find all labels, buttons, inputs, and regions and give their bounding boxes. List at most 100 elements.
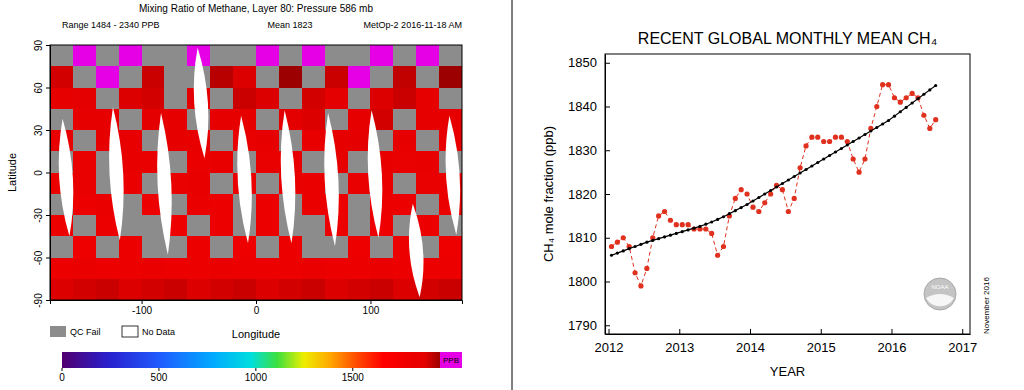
background [0, 0, 1024, 390]
cell [416, 45, 439, 67]
series-marker [710, 220, 713, 223]
series-marker [798, 171, 801, 174]
series-marker [662, 209, 667, 214]
tick-mark [256, 300, 257, 304]
tick-mark [821, 329, 822, 334]
cell [187, 194, 210, 216]
series-marker [609, 244, 614, 249]
colorbar-label: PPB [443, 356, 459, 365]
qc-fail-cell [256, 66, 279, 88]
tick: 2016 [878, 329, 907, 355]
tick-label: 1850 [568, 55, 597, 70]
series-marker [680, 222, 685, 227]
tick-mark [46, 258, 50, 259]
series-marker [928, 88, 931, 91]
tick-label: -60 [33, 250, 44, 265]
cell [210, 109, 233, 131]
qc-fail-cell [393, 173, 416, 195]
series-marker [645, 241, 648, 244]
series-marker [716, 218, 719, 221]
series-marker [686, 222, 691, 227]
series-marker [610, 254, 613, 257]
cell [439, 279, 462, 300]
tick-mark [46, 130, 50, 131]
y-axis: 1790180018101820183018401850 [568, 55, 610, 335]
tick: 2014 [736, 329, 765, 355]
qc-fail-cell [73, 130, 96, 152]
tick-label: 2017 [948, 340, 977, 355]
cell [302, 88, 325, 110]
series-marker [621, 235, 626, 240]
series-marker [750, 205, 755, 210]
colorbar-tick-label: 1000 [245, 372, 268, 383]
series-marker [628, 247, 631, 250]
cell [187, 151, 210, 173]
cell [119, 258, 142, 280]
qc-fail-cell [142, 45, 165, 67]
tick-mark [46, 173, 50, 174]
cell [210, 215, 233, 237]
cell [73, 173, 96, 195]
tick-label: 60 [33, 82, 44, 94]
cell [119, 236, 142, 258]
series-marker [899, 110, 902, 113]
series-marker [740, 206, 743, 209]
series-marker [728, 212, 731, 215]
tick-label: 1830 [568, 143, 597, 158]
tick-mark [605, 238, 610, 239]
subtitle: Range 1484 - 2340 PPB [62, 20, 160, 30]
subtitle: Mean 1823 [267, 20, 312, 30]
no-data-swath [324, 113, 339, 246]
cell [73, 258, 96, 280]
series-marker [769, 189, 772, 192]
no-data-swath [59, 119, 74, 237]
series-marker [734, 209, 737, 212]
cell [50, 258, 73, 280]
cell [370, 45, 393, 67]
chart-title: RECENT GLOBAL MONTHLY MEAN CH₄ [638, 30, 937, 47]
qc-fail-cell [96, 45, 119, 67]
series-marker [822, 157, 825, 160]
cell [439, 66, 462, 88]
logo-text: NOAA [931, 284, 948, 290]
cell [348, 130, 371, 152]
tick-mark [679, 329, 680, 334]
series-marker [651, 239, 654, 242]
cell [256, 258, 279, 280]
tick-label: 0 [33, 170, 44, 176]
cell [73, 194, 96, 216]
cell [233, 66, 256, 88]
cell [142, 66, 165, 88]
series-marker [639, 243, 642, 246]
qc-fail-cell [279, 88, 302, 110]
qc-fail-cell [279, 45, 302, 67]
cell [302, 258, 325, 280]
legend-label: No Data [142, 327, 175, 337]
series-marker [786, 209, 791, 214]
y-axis: -90-60-300306090 [33, 40, 51, 308]
qc-fail-cell [164, 45, 187, 67]
tick-label: 2015 [807, 340, 836, 355]
legend-swatch [50, 326, 66, 337]
tick-mark [46, 88, 50, 89]
cell [416, 173, 439, 195]
tick: 0 [33, 170, 50, 176]
cell [370, 279, 393, 300]
qc-fail-cell [370, 236, 393, 258]
cell [370, 88, 393, 110]
series-line [612, 85, 936, 286]
cell [142, 279, 165, 300]
tick-label: 1820 [568, 187, 597, 202]
series-marker [840, 147, 843, 150]
series-marker [933, 117, 938, 122]
series-marker [739, 187, 744, 192]
cell [96, 279, 119, 300]
legend-label: QC Fail [70, 327, 101, 337]
cell [73, 109, 96, 131]
cell [187, 236, 210, 258]
cell [210, 194, 233, 216]
tick-mark [370, 300, 371, 304]
tick-mark [605, 63, 610, 64]
cell [393, 130, 416, 152]
tick-label: 1800 [568, 274, 597, 289]
